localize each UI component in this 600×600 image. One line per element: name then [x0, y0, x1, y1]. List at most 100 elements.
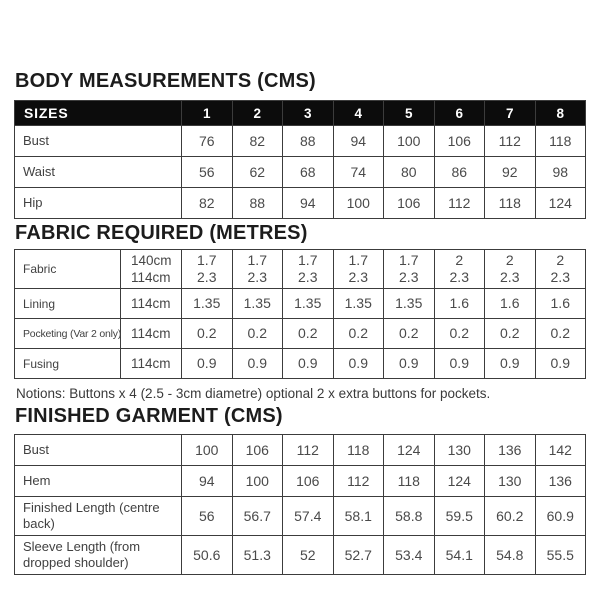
value-cell: 106: [282, 465, 334, 497]
value-cell: 1.35: [383, 288, 435, 319]
value-cell: 88: [231, 187, 283, 219]
notions-text: Notions: Buttons x 4 (2.5 - 3cm diametre…: [16, 386, 491, 401]
value-cell: 88: [282, 125, 334, 157]
value-line: 0.2: [550, 325, 570, 341]
value-cell: 52: [282, 535, 334, 575]
table-row: Bust 76 82 88 94 100 106 112 118: [14, 125, 586, 157]
value-cell: 136: [534, 465, 586, 497]
value-line: 1.35: [193, 295, 221, 311]
value-cell: 106: [383, 187, 435, 219]
value-cell: 1.6: [534, 288, 586, 319]
value-cell: 1.35: [282, 288, 334, 319]
value-line: 0.9: [197, 355, 217, 371]
value-cell: 56: [181, 156, 233, 188]
value-line: 2.3: [348, 269, 368, 285]
value-line: 1.7: [399, 252, 419, 268]
value-line: 0.2: [197, 325, 217, 341]
value-line: 2: [556, 252, 565, 268]
row-label: Lining: [14, 288, 121, 319]
value-cell: 1.7 2.3: [181, 249, 233, 289]
value-line: 2: [455, 252, 464, 268]
value-line: 1.6: [550, 295, 570, 311]
fabric-width-line: 140cm: [131, 253, 172, 268]
value-cell: 57.4: [282, 496, 334, 536]
value-cell: 1.35: [332, 288, 384, 319]
row-label: Hem: [14, 465, 182, 497]
value-line: 0.9: [550, 355, 570, 371]
value-line: 0.9: [348, 355, 368, 371]
value-cell: 124: [383, 434, 435, 466]
value-cell: 55.5: [534, 535, 586, 575]
table-row: Bust 100 106 112 118 124 130 136 142: [14, 434, 586, 466]
value-cell: 62: [231, 156, 283, 188]
value-line: 2.3: [449, 269, 469, 285]
value-line: 1.35: [344, 295, 372, 311]
value-cell: 98: [534, 156, 586, 188]
sizes-header-label: SIZES: [14, 100, 182, 126]
fabric-width-line: 114cm: [131, 356, 171, 371]
value-cell: 100: [181, 434, 233, 466]
value-cell: 130: [484, 465, 536, 497]
row-label: Bust: [14, 125, 182, 157]
value-cell: 0.9: [484, 348, 536, 379]
fabric-width-cell: 114cm: [120, 318, 182, 349]
fabric-width-cell: 140cm 114cm: [120, 249, 182, 289]
value-cell: 2 2.3: [484, 249, 536, 289]
value-cell: 0.9: [332, 348, 384, 379]
finished-garment-table: Bust 100 106 112 118 124 130 136 142 Hem 94 100 106 1…: [14, 434, 586, 575]
value-line: 1.6: [449, 295, 469, 311]
row-label: Sleeve Length (from dropped shoulder): [14, 535, 182, 575]
table-row: Hip 82 88 94 100 106 112 118 124: [14, 187, 586, 219]
value-cell: 112: [433, 187, 485, 219]
size-header-cell: 6: [433, 100, 485, 126]
value-line: 2.3: [298, 269, 318, 285]
value-line: 1.7: [348, 252, 368, 268]
fabric-width-cell: 114cm: [120, 288, 182, 319]
value-cell: 106: [433, 125, 485, 157]
value-cell: 118: [332, 434, 384, 466]
value-cell: 118: [484, 187, 536, 219]
value-line: 1.35: [395, 295, 423, 311]
value-cell: 60.9: [534, 496, 586, 536]
size-header-cell: 1: [181, 100, 233, 126]
value-cell: 59.5: [433, 496, 485, 536]
value-line: 0.2: [348, 325, 368, 341]
value-cell: 106: [231, 434, 283, 466]
value-cell: 58.1: [332, 496, 384, 536]
value-cell: 0.9: [282, 348, 334, 379]
value-line: 0.9: [399, 355, 419, 371]
value-line: 0.9: [500, 355, 520, 371]
value-cell: 130: [433, 434, 485, 466]
value-line: 0.2: [247, 325, 267, 341]
value-cell: 94: [282, 187, 334, 219]
value-cell: 0.2: [231, 318, 283, 349]
table-row: Fusing 114cm 0.9 0.9 0.9 0.9 0.9 0.9 0.9 0.9: [14, 348, 586, 379]
row-label: Bust: [14, 434, 182, 466]
value-cell: 58.8: [383, 496, 435, 536]
value-line: 0.2: [500, 325, 520, 341]
value-cell: 54.8: [484, 535, 536, 575]
value-line: 1.7: [247, 252, 267, 268]
fabric-required-title: FABRIC REQUIRED (METRES): [15, 222, 308, 244]
value-cell: 118: [534, 125, 586, 157]
value-cell: 60.2: [484, 496, 536, 536]
value-cell: 1.35: [231, 288, 283, 319]
table-row: Hem 94 100 106 112 118 124 130 136: [14, 465, 586, 497]
value-cell: 0.2: [484, 318, 536, 349]
value-cell: 1.7 2.3: [231, 249, 283, 289]
value-cell: 86: [433, 156, 485, 188]
value-cell: 0.2: [181, 318, 233, 349]
value-cell: 52.7: [332, 535, 384, 575]
value-cell: 1.7 2.3: [383, 249, 435, 289]
row-label: Waist: [14, 156, 182, 188]
table-row: Waist 56 62 68 74 80 86 92 98: [14, 156, 586, 188]
value-line: 0.2: [399, 325, 419, 341]
value-cell: 0.2: [383, 318, 435, 349]
value-cell: 50.6: [181, 535, 233, 575]
size-header-cell: 5: [383, 100, 435, 126]
value-cell: 0.2: [282, 318, 334, 349]
value-cell: 0.2: [332, 318, 384, 349]
size-header-cell: 7: [484, 100, 536, 126]
value-cell: 2 2.3: [534, 249, 586, 289]
